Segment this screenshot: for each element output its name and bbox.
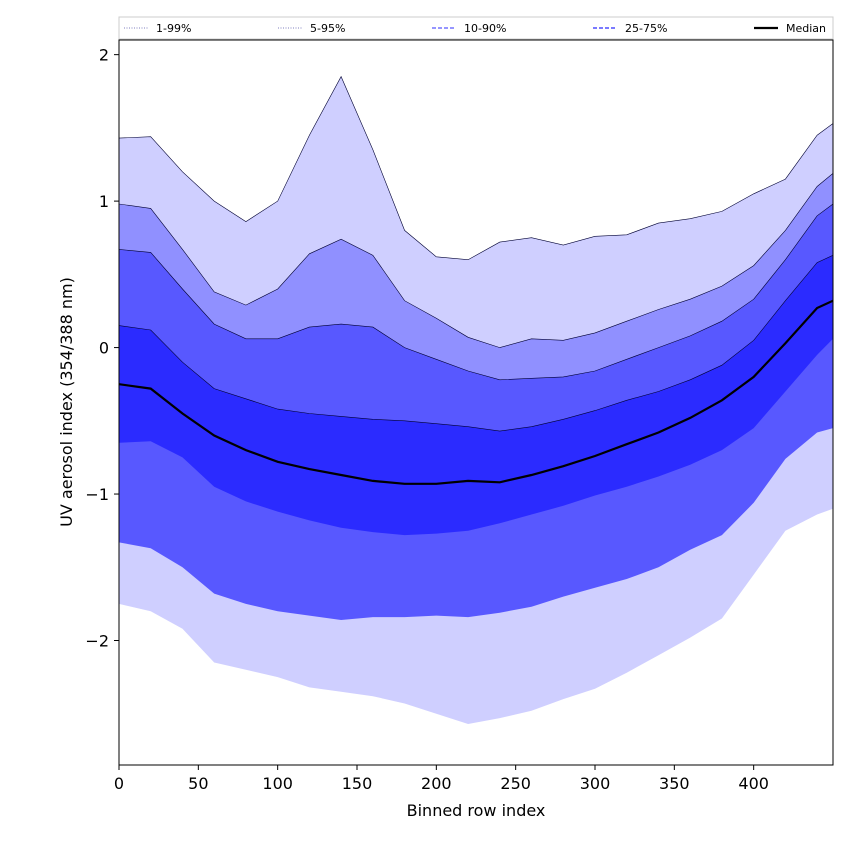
x-tick-label: 400 — [738, 774, 769, 793]
x-tick-label: 0 — [114, 774, 124, 793]
band-1-99-upper-edge — [119, 75, 833, 261]
percentile-bands — [119, 75, 833, 725]
legend: 1-99% 5-95% 10-90% 25-75% Median — [118, 16, 834, 40]
axes: 0 50 100 150 200 250 300 350 400 −2 −1 0 1 2 — [85, 39, 834, 793]
x-tick-label: 250 — [500, 774, 531, 793]
x-tick-label: 350 — [659, 774, 690, 793]
y-tick-label: 2 — [99, 46, 109, 65]
y-tick-label: 0 — [99, 339, 109, 358]
y-tick-label: −1 — [85, 485, 109, 504]
x-tick-label: 150 — [342, 774, 373, 793]
legend-label: 25-75% — [625, 22, 667, 35]
legend-label: 10-90% — [464, 22, 506, 35]
y-tick-label: −2 — [85, 632, 109, 651]
x-tick-label: 200 — [421, 774, 452, 793]
legend-label: 5-95% — [310, 22, 345, 35]
band-5-95-upper-edge — [119, 173, 833, 348]
legend-box — [118, 16, 834, 40]
band-25-75-upper-edge — [119, 255, 833, 432]
x-tick-label: 300 — [580, 774, 611, 793]
median-line — [119, 299, 833, 485]
plot-frame — [118, 39, 834, 766]
legend-label: Median — [786, 22, 826, 35]
band-25-75 — [119, 255, 833, 536]
legend-label: 1-99% — [156, 22, 191, 35]
x-tick-label: 100 — [262, 774, 293, 793]
x-axis-label: Binned row index — [407, 801, 546, 820]
y-tick-label: 1 — [99, 192, 109, 211]
band-10-90-upper-edge — [119, 203, 833, 381]
x-tick-label: 50 — [188, 774, 208, 793]
y-axis-label: UV aerosol index (354/388 nm) — [57, 277, 76, 527]
